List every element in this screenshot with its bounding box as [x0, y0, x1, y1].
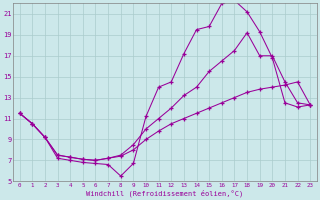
- X-axis label: Windchill (Refroidissement éolien,°C): Windchill (Refroidissement éolien,°C): [86, 189, 244, 197]
